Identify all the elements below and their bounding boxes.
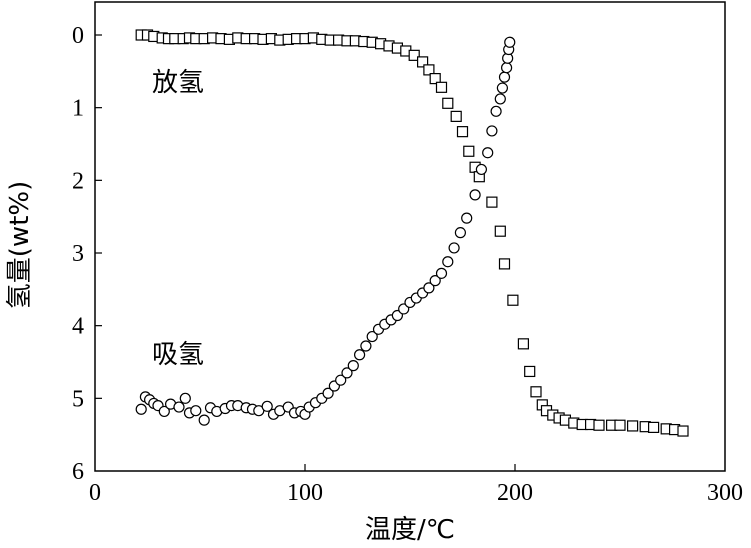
y-tick-label: 1: [72, 96, 84, 122]
desorption-point: [450, 110, 462, 122]
absorption-point: [429, 275, 441, 287]
y-axis-label: 氢量(wt%): [5, 181, 35, 309]
annotation-absorption: 吸氢: [152, 340, 204, 370]
absorption-point: [482, 147, 494, 159]
absorption-point: [173, 401, 185, 413]
desorption-point: [507, 294, 519, 306]
x-axis-ticks: 0 100 200 300: [89, 464, 743, 506]
y-tick-label: 6: [72, 459, 84, 485]
absorption-point: [504, 36, 516, 48]
y-tick-label: 3: [72, 241, 84, 267]
desorption-point: [408, 49, 420, 61]
x-axis-label: 温度/℃: [365, 515, 455, 545]
absorption-point: [347, 360, 359, 372]
absorption-point: [198, 414, 210, 426]
absorption-point: [494, 93, 506, 105]
absorption-point: [322, 387, 334, 399]
desorption-point: [593, 419, 605, 431]
y-axis-ticks: 0 1 2 3 4 5 6: [72, 23, 102, 485]
y-tick-label: 4: [72, 314, 84, 340]
desorption-series: [135, 29, 689, 437]
absorption-point: [454, 227, 466, 239]
absorption-point: [448, 242, 460, 254]
annotation-desorption: 放氢: [152, 68, 204, 98]
absorption-point: [135, 403, 147, 415]
y-tick-label: 0: [72, 23, 84, 49]
y-tick-label: 5: [72, 386, 84, 412]
x-tick-label: 300: [707, 480, 743, 506]
desorption-point: [626, 420, 639, 432]
desorption-point: [442, 97, 454, 109]
desorption-point: [429, 72, 441, 85]
absorption-point: [179, 392, 191, 404]
desorption-point: [486, 196, 498, 208]
desorption-point: [423, 64, 435, 76]
x-tick-label: 100: [287, 480, 323, 506]
absorption-point: [486, 125, 498, 137]
y-tick-label: 2: [72, 168, 84, 194]
absorption-point: [469, 189, 481, 201]
absorption-point: [366, 330, 378, 343]
desorption-point: [435, 81, 448, 93]
desorption-point: [647, 421, 660, 433]
absorption-point: [423, 282, 435, 294]
desorption-point: [524, 365, 536, 378]
desorption-point: [463, 145, 475, 157]
x-tick-label: 200: [497, 480, 533, 506]
absorption-point: [354, 349, 366, 361]
absorption-point: [496, 82, 508, 94]
desorption-point: [456, 126, 469, 138]
desorption-point: [614, 419, 626, 431]
desorption-point: [677, 425, 689, 437]
x-tick-label: 0: [89, 480, 101, 506]
absorption-point: [190, 405, 202, 417]
absorption-point: [335, 374, 347, 386]
absorption-point: [435, 267, 448, 279]
absorption-point: [360, 340, 372, 352]
absorption-point: [158, 405, 170, 418]
absorption-point: [498, 71, 511, 83]
absorption-point: [341, 367, 353, 379]
plot-frame: [94, 1, 726, 472]
desorption-point: [494, 225, 506, 237]
absorption-series: [135, 36, 516, 426]
absorption-point: [501, 62, 513, 74]
absorption-point: [461, 212, 473, 224]
absorption-point: [442, 256, 454, 268]
absorption-point: [261, 400, 273, 412]
desorption-point: [530, 386, 542, 398]
desorption-point: [498, 258, 511, 270]
desorption-point: [417, 56, 429, 68]
absorption-point: [490, 105, 502, 117]
absorption-point: [475, 163, 487, 176]
desorption-point: [517, 338, 530, 350]
